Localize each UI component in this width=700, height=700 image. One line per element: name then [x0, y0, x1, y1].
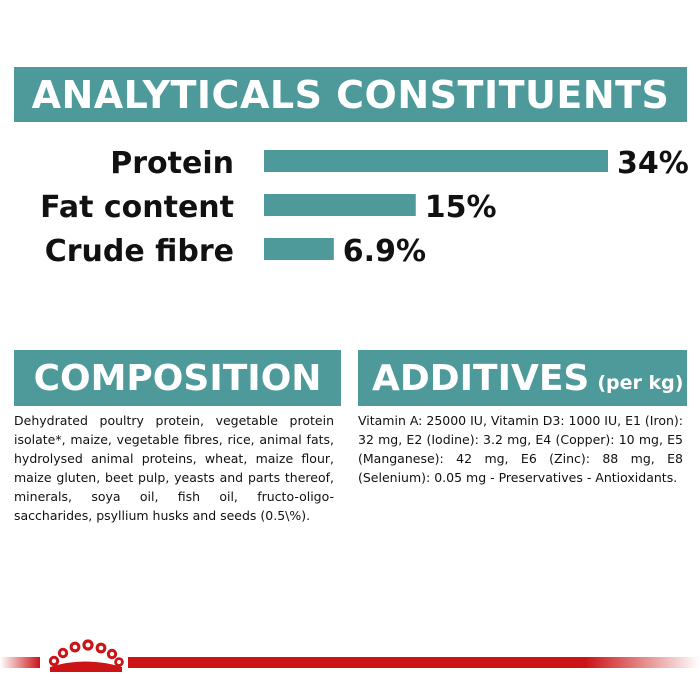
additives-unit: (per kg) — [597, 372, 684, 394]
bar — [264, 238, 334, 260]
value-label: 15% — [425, 190, 497, 225]
analytical-constituents-heading: ANALYTICALS CONSTITUENTS — [14, 67, 687, 122]
royal-crown-icon — [48, 639, 124, 672]
category-label: Protein — [110, 146, 234, 181]
value-label: 6.9% — [343, 234, 426, 269]
analytical-constituents-title: ANALYTICALS CONSTITUENTS — [31, 72, 670, 117]
composition-text: Dehydrated poultry protein, vegetable pr… — [14, 413, 334, 523]
category-label: Fat content — [40, 190, 234, 225]
value-label: 34% — [617, 146, 689, 181]
bar — [264, 194, 416, 216]
additives-title: ADDITIVES — [372, 357, 590, 399]
additives-text: Vitamin A: 25000 IU, Vitamin D3: 1000 IU… — [358, 413, 683, 485]
composition-heading: COMPOSITION — [14, 350, 341, 406]
bar — [264, 150, 608, 172]
footer-stripe-left — [0, 657, 40, 668]
footer-stripe — [128, 657, 700, 668]
nutrient-bar-chart: Protein 34% Fat content 15% Crude fibre 6.9% — [40, 146, 689, 269]
composition-title: COMPOSITION — [33, 357, 322, 399]
additives-heading: ADDITIVES (per kg) — [358, 350, 687, 406]
category-label: Crude fibre — [45, 234, 234, 269]
